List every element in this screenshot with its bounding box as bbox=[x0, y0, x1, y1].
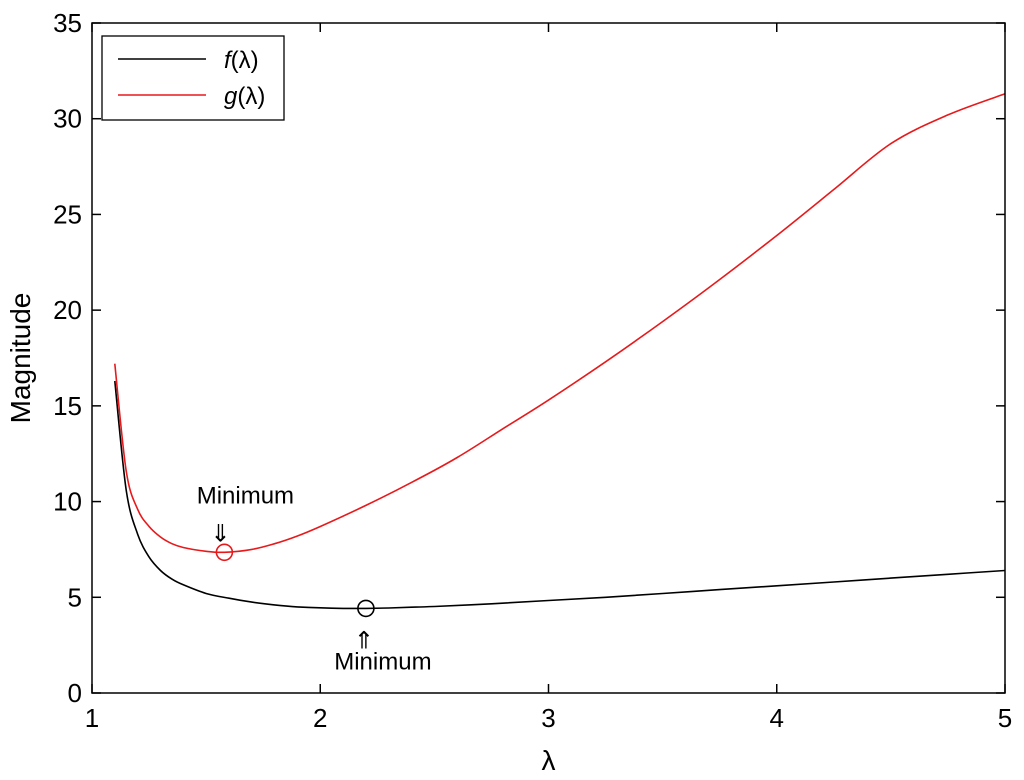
y-tick-label: 25 bbox=[53, 199, 82, 229]
x-tick-label: 5 bbox=[998, 703, 1012, 733]
annotations: Minimum⇓⇑Minimum bbox=[197, 482, 432, 675]
y-tick-label: 35 bbox=[53, 8, 82, 38]
annotation-text-g: Minimum bbox=[197, 482, 294, 509]
legend-label-italic: g bbox=[224, 83, 238, 110]
axis-ticks: 1 2 3 4 5 0 5 10 15 20 25 30 35 bbox=[53, 8, 1012, 733]
y-tick-label: 15 bbox=[53, 391, 82, 421]
x-tick-label: 4 bbox=[770, 703, 784, 733]
legend-label: f(λ) bbox=[224, 47, 259, 74]
y-tick-label: 20 bbox=[53, 295, 82, 325]
x-tick-label: 3 bbox=[541, 703, 555, 733]
y-tick-label: 30 bbox=[53, 104, 82, 134]
legend-label: g(λ) bbox=[224, 83, 265, 110]
y-tick-label: 5 bbox=[68, 582, 82, 612]
legend-box bbox=[101, 35, 285, 121]
series-line-f bbox=[114, 380, 1006, 610]
y-axis-label: Magnitude bbox=[5, 293, 36, 424]
x-axis-label: λ bbox=[542, 745, 556, 776]
y-tick-label: 10 bbox=[53, 487, 82, 517]
minimum-marker-g bbox=[215, 543, 234, 562]
annotation-arrow-down: ⇓ bbox=[210, 520, 230, 547]
annotation-arrow-up: ⇑ bbox=[354, 627, 374, 654]
legend-label-rest: (λ) bbox=[237, 83, 265, 110]
legend: f(λ)g(λ) bbox=[101, 35, 285, 121]
series-line-g bbox=[114, 93, 1006, 554]
plot-frame bbox=[91, 22, 1006, 694]
plot-marks bbox=[114, 93, 1006, 618]
x-tick-label: 2 bbox=[313, 703, 327, 733]
annotation-text-f: Minimum bbox=[334, 648, 431, 675]
legend-label-rest: (λ) bbox=[231, 47, 259, 74]
x-tick-label: 1 bbox=[85, 703, 99, 733]
legend-label-italic: f bbox=[224, 47, 233, 74]
minimum-marker-f bbox=[357, 599, 375, 618]
y-tick-label: 0 bbox=[68, 678, 82, 708]
